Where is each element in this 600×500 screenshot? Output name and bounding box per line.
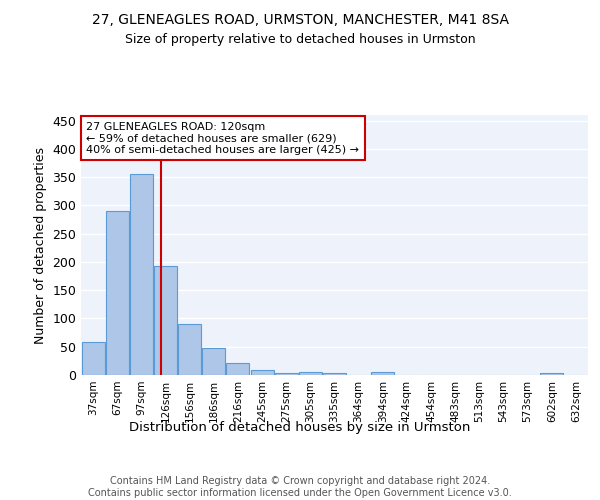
Text: Size of property relative to detached houses in Urmston: Size of property relative to detached ho… — [125, 32, 475, 46]
Text: Contains HM Land Registry data © Crown copyright and database right 2024.
Contai: Contains HM Land Registry data © Crown c… — [88, 476, 512, 498]
Bar — [371, 372, 394, 375]
Bar — [251, 370, 274, 375]
Bar — [130, 174, 153, 375]
Bar — [106, 211, 128, 375]
Text: 27, GLENEAGLES ROAD, URMSTON, MANCHESTER, M41 8SA: 27, GLENEAGLES ROAD, URMSTON, MANCHESTER… — [91, 12, 509, 26]
Text: Distribution of detached houses by size in Urmston: Distribution of detached houses by size … — [130, 421, 470, 434]
Text: 27 GLENEAGLES ROAD: 120sqm
← 59% of detached houses are smaller (629)
40% of sem: 27 GLENEAGLES ROAD: 120sqm ← 59% of deta… — [86, 122, 359, 154]
Bar — [541, 372, 563, 375]
Bar — [154, 266, 177, 375]
Bar — [178, 324, 201, 375]
Y-axis label: Number of detached properties: Number of detached properties — [34, 146, 47, 344]
Bar — [226, 363, 250, 375]
Bar — [299, 372, 322, 375]
Bar — [202, 348, 225, 375]
Bar — [323, 372, 346, 375]
Bar — [275, 374, 298, 375]
Bar — [82, 342, 104, 375]
